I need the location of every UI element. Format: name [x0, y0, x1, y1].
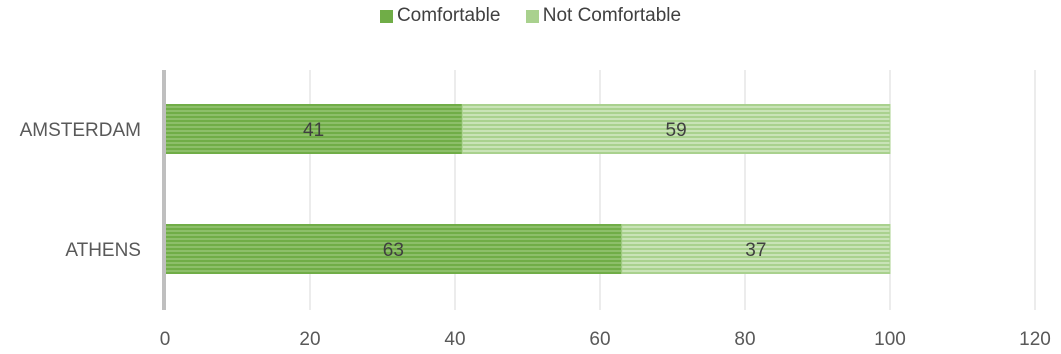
legend-label-comfortable: Comfortable	[396, 5, 501, 26]
bar-athens-not-comfortable	[621, 224, 891, 274]
x-tick-label: 80	[734, 329, 755, 350]
legend-label-not-comfortable: Not Comfortable	[542, 5, 682, 26]
x-tick-label: 20	[299, 329, 320, 350]
legend-swatch-not-comfortable	[525, 9, 539, 23]
x-tick-label: 120	[1019, 329, 1051, 350]
bar-amsterdam-not-comfortable	[461, 104, 891, 154]
data-label-athens-not-comfortable: 37	[745, 240, 766, 261]
bars	[164, 104, 891, 274]
category-label-amsterdam: AMSTERDAM	[20, 120, 141, 141]
category-label-athens: ATHENS	[65, 240, 141, 261]
data-label-amsterdam-comfortable: 41	[303, 120, 324, 141]
labels: 0 20 40 60 80 100 120 41 59 AMSTERDAM 63 37 ATHENS	[20, 120, 1051, 350]
data-label-athens-comfortable: 63	[383, 240, 404, 261]
x-tick-label: 60	[589, 329, 610, 350]
legend-swatch-comfortable	[379, 9, 393, 23]
x-tick-label: 0	[160, 329, 171, 350]
x-tick-label: 40	[444, 329, 465, 350]
bar-amsterdam-comfortable	[164, 104, 463, 154]
data-label-amsterdam-not-comfortable: 59	[666, 120, 687, 141]
legend-item-not-comfortable: Not Comfortable	[525, 5, 682, 27]
legend-item-comfortable: Comfortable	[379, 5, 501, 27]
x-tick-label: 100	[874, 329, 906, 350]
chart-legend: Comfortable Not Comfortable	[0, 5, 1061, 29]
